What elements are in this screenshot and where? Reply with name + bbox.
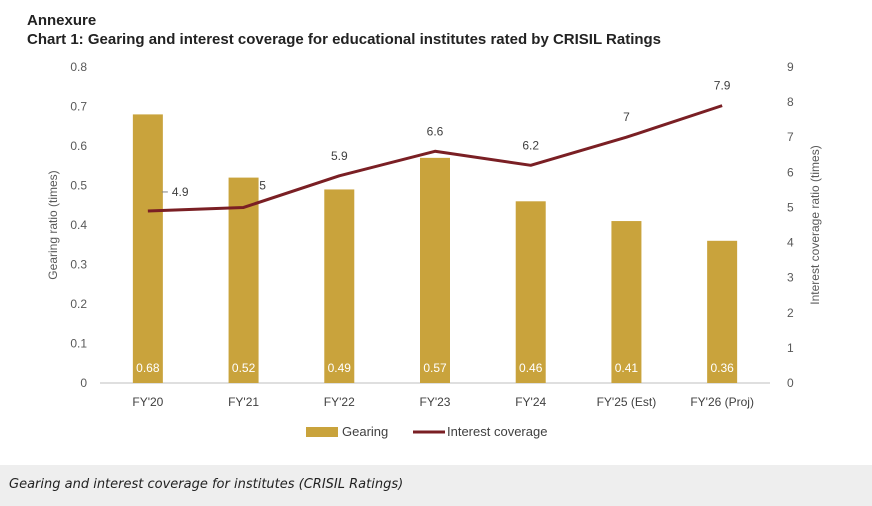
- y-left-tick-label: 0.4: [70, 218, 87, 232]
- chart-title: Chart 1: Gearing and interest coverage f…: [27, 31, 662, 48]
- gearing-data-label: 0.46: [519, 361, 543, 375]
- y-left-tick-label: 0.1: [70, 337, 87, 351]
- y-left-tick-label: 0.6: [70, 139, 87, 153]
- gearing-bar: [611, 221, 642, 383]
- x-tick-label: FY'22: [324, 395, 355, 409]
- y-left-tick-label: 0.7: [70, 100, 87, 114]
- legend-interest-label: Interest coverage: [447, 424, 547, 439]
- interest-coverage-data-label: 4.9: [172, 185, 189, 199]
- y-right-tick-label: 4: [787, 236, 794, 250]
- y-right-tick-label: 7: [787, 130, 794, 144]
- y-left-tick-label: 0: [80, 376, 87, 390]
- gearing-bar: [420, 157, 450, 383]
- y-right-tick-label: 2: [787, 306, 794, 320]
- gearing-bar: [707, 240, 738, 383]
- interest-coverage-data-label: 5.9: [331, 149, 348, 163]
- gearing-data-label: 0.57: [423, 361, 447, 375]
- x-tick-label: FY'24: [515, 395, 546, 409]
- y-left-axis-title: Gearing ratio (times): [46, 170, 60, 279]
- gearing-data-label: 0.36: [710, 361, 734, 375]
- legend-gearing-swatch: [306, 427, 338, 437]
- gearing-bar: [132, 114, 163, 384]
- x-tick-label: FY'25 (Est): [597, 395, 657, 409]
- x-tick-label: FY'23: [420, 395, 451, 409]
- interest-coverage-data-label: 7.9: [714, 79, 731, 93]
- x-tick-label: FY'26 (Proj): [690, 395, 754, 409]
- y-right-axis-title: Interest coverage ratio (times): [808, 145, 822, 304]
- interest-coverage-data-label: 6.6: [427, 124, 444, 138]
- x-tick-label: FY'20: [132, 395, 163, 409]
- y-right-tick-label: 9: [787, 60, 794, 74]
- gearing-data-label: 0.52: [232, 361, 256, 375]
- gearing-bar: [324, 189, 355, 383]
- y-right-tick-label: 1: [787, 341, 794, 355]
- y-right-tick-label: 8: [787, 95, 794, 109]
- y-right-tick-label: 0: [787, 376, 794, 390]
- interest-coverage-line: [147, 104, 723, 213]
- gearing-data-label: 0.41: [615, 361, 639, 375]
- interest-coverage-data-label: 5: [259, 178, 266, 192]
- y-right-tick-label: 3: [787, 271, 794, 285]
- y-right-tick-label: 6: [787, 165, 794, 179]
- y-left-tick-label: 0.8: [70, 60, 87, 74]
- gearing-data-label: 0.49: [328, 361, 352, 375]
- figure-caption: Gearing and interest coverage for instit…: [9, 477, 404, 492]
- gearing-data-label: 0.68: [136, 361, 160, 375]
- y-left-tick-label: 0.3: [70, 258, 87, 272]
- interest-coverage-data-label: 6.2: [522, 138, 539, 152]
- caption-bar: Gearing and interest coverage for instit…: [0, 465, 872, 506]
- y-left-tick-label: 0.2: [70, 297, 87, 311]
- legend-gearing-label: Gearing: [342, 424, 388, 439]
- annexure-label: Annexure: [27, 12, 97, 29]
- interest-coverage-data-label: 7: [623, 110, 630, 124]
- x-tick-label: FY'21: [228, 395, 259, 409]
- gearing-bar: [228, 177, 259, 383]
- combo-chart: 0 0.1 0.2 0.3 0.4 0.5 0.6 0.7 0.8 0 1 2 3 4 5 6 7 8 9 Geari…: [46, 60, 822, 439]
- gearing-bar: [515, 201, 546, 383]
- y-right-tick-label: 5: [787, 200, 794, 214]
- y-left-tick-label: 0.5: [70, 179, 87, 193]
